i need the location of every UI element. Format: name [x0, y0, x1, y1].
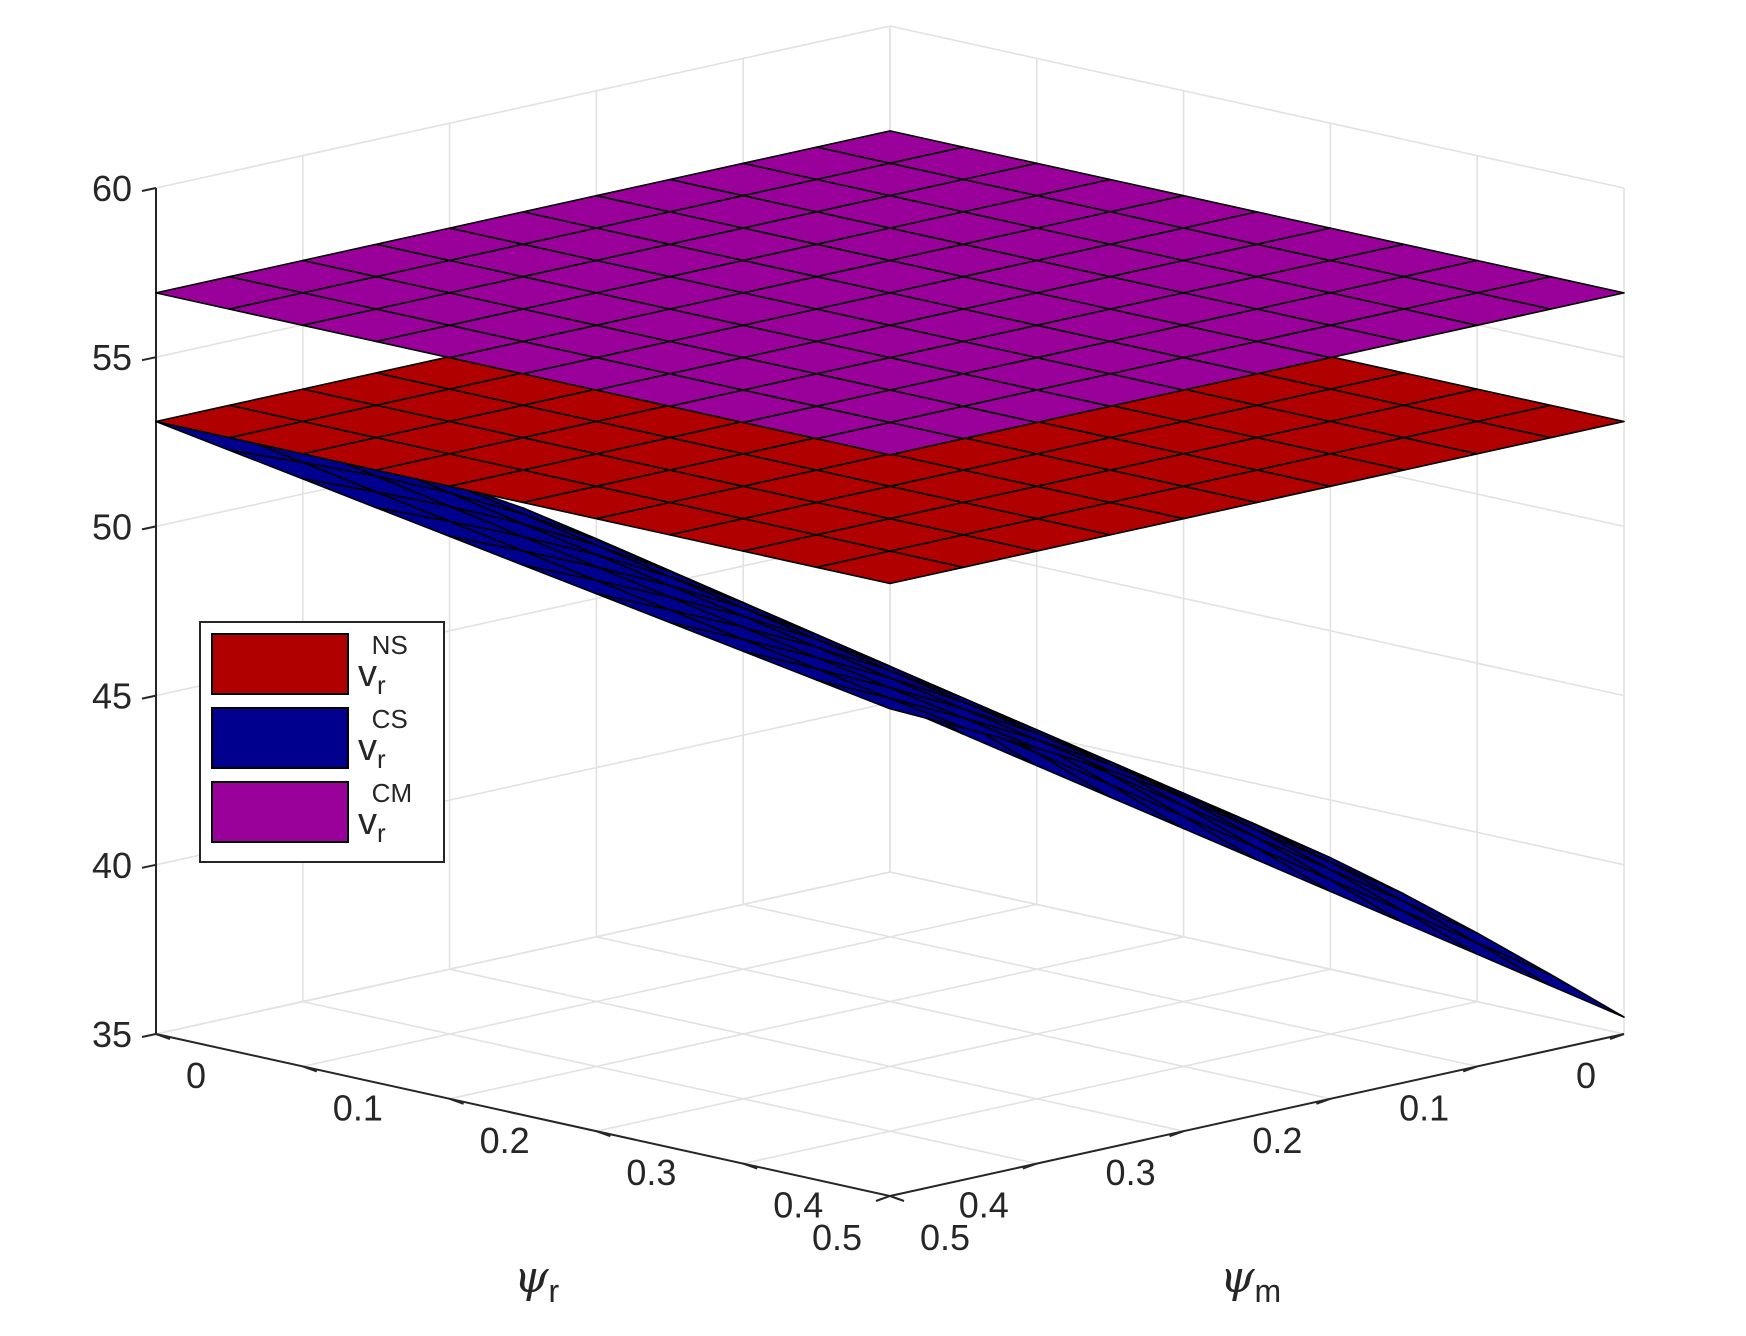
z-tick-mark [141, 694, 157, 700]
y-tick-mark [1462, 1065, 1478, 1073]
z-tick-label: 45 [92, 676, 132, 717]
grid-line [889, 25, 1625, 189]
grid-line [743, 903, 1478, 1068]
legend-swatch-cm [211, 781, 349, 843]
x-tick-label: 0.3 [626, 1152, 676, 1193]
surface-cm [155, 130, 1625, 456]
x-axis-label-symbol: ψ [1220, 1252, 1255, 1303]
x-tick-label: 0.5 [920, 1217, 970, 1258]
surface-cell-cs [1329, 878, 1478, 956]
legend-label-cs: vrCS [358, 704, 408, 774]
surface-cell-cs [815, 679, 965, 729]
y-tick-label: 0.3 [1106, 1152, 1156, 1193]
z-tick-mark [141, 356, 157, 362]
x-tick-mark [155, 1033, 171, 1040]
surface-cell-cm [815, 421, 965, 456]
y-axis-label-symbol: ψ [514, 1252, 549, 1303]
x-axis-label-subscript: m [1255, 1273, 1282, 1309]
legend-swatch-cs [211, 707, 349, 769]
axis-labels-layer: ψr ψm [514, 1252, 1281, 1309]
z-tick-label: 40 [92, 845, 132, 886]
x-axis-line [889, 1033, 1625, 1197]
legend-swatch-ns [211, 633, 349, 695]
z-tick-mark [141, 863, 157, 869]
y-tick-label: 0.5 [812, 1217, 862, 1258]
z-tick-label: 35 [92, 1014, 132, 1055]
z-tick-label: 50 [92, 506, 132, 547]
grid-line [889, 532, 1625, 697]
y-tick-label: 0.2 [1252, 1120, 1302, 1161]
grid-line [302, 1000, 1037, 1165]
surface-cell-cs [1329, 868, 1478, 944]
y-tick-mark [1316, 1097, 1331, 1105]
grid-line [302, 903, 1037, 1068]
x-axis-label: ψm [1220, 1252, 1281, 1309]
y-tick-mark [875, 1195, 891, 1202]
y-tick-mark [1609, 1033, 1625, 1040]
x-tick-mark [302, 1065, 318, 1073]
x-tick-label: 0.4 [773, 1185, 823, 1226]
legend-label-ns: vrNS [358, 630, 408, 700]
grid-line [449, 968, 1184, 1132]
grid-line [155, 25, 891, 189]
x-tick-label: 0.1 [333, 1087, 383, 1128]
x-tick-mark [596, 1130, 611, 1138]
x-tick-label: 0.2 [480, 1120, 530, 1161]
grid-line [889, 871, 1625, 1035]
grid-line [449, 936, 1184, 1100]
tick-labels-layer: 35404550556000.10.20.30.40.500.10.20.30.… [92, 168, 1596, 1258]
z-tick-mark [141, 1033, 157, 1038]
z-tick-label: 55 [92, 337, 132, 378]
y-axis-line [155, 1033, 891, 1197]
x-tick-mark [889, 1195, 905, 1202]
surface-cell-cs [1182, 804, 1332, 881]
legend-label-cm: vrCM [358, 778, 412, 848]
surface-cs [155, 420, 1625, 1018]
x-tick-mark [449, 1097, 464, 1105]
z-tick-mark [141, 525, 157, 531]
z-tick-label: 60 [92, 168, 132, 209]
y-axis-label-subscript: r [549, 1273, 560, 1309]
y-tick-label: 0.4 [959, 1185, 1009, 1226]
axes-layer [141, 187, 1625, 1202]
y-tick-label: 0.1 [1399, 1087, 1449, 1128]
x-tick-label: 0 [186, 1055, 206, 1096]
surfaces-layer [155, 130, 1625, 1018]
z-tick-mark [141, 187, 157, 192]
grid-line [596, 936, 1331, 1100]
y-tick-mark [1169, 1130, 1184, 1138]
y-axis-label: ψr [514, 1252, 560, 1309]
y-tick-mark [1022, 1162, 1038, 1170]
grid-line [596, 968, 1331, 1132]
surface-cell-ns [815, 550, 965, 585]
x-tick-mark [742, 1162, 758, 1170]
grid-line [743, 1000, 1478, 1165]
grid-line [155, 871, 891, 1035]
y-tick-label: 0 [1576, 1055, 1596, 1096]
